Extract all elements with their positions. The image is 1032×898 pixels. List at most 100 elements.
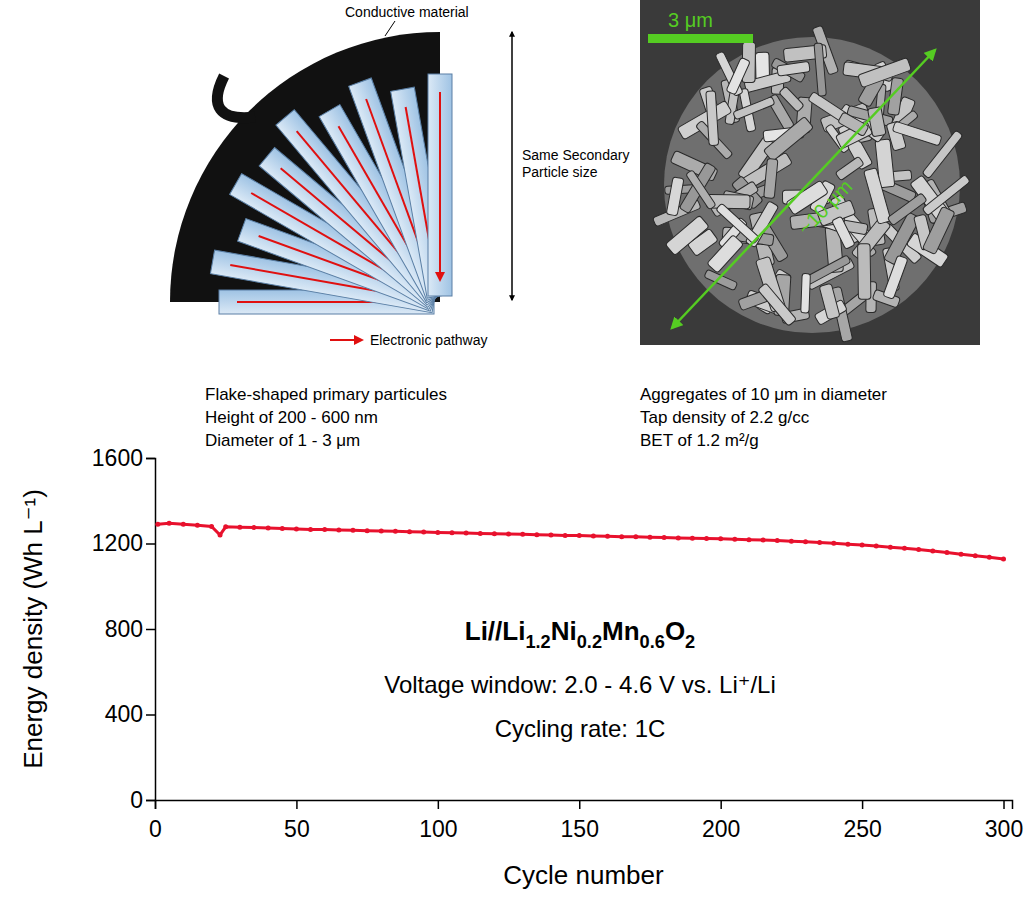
pathway-key (330, 339, 362, 341)
tick: 300 (985, 800, 1023, 842)
sem-flake (763, 117, 813, 162)
data-point (379, 529, 384, 534)
tick-mark (146, 800, 155, 802)
data-point (350, 528, 355, 533)
data-point (421, 529, 426, 534)
data-point (266, 526, 271, 531)
data-point (775, 538, 780, 543)
data-point (633, 534, 638, 539)
sem-flake (858, 244, 871, 300)
sem-flake (801, 273, 811, 313)
sem-flake (726, 57, 750, 95)
caption: Diameter of 1 - 3 μm (205, 431, 360, 450)
axis-line (146, 459, 156, 801)
sem-flake (864, 168, 891, 225)
sem-flake (665, 215, 709, 255)
data-point (746, 537, 751, 542)
caption: BET of 1.2 m²/g (640, 431, 759, 450)
captions: Flake-shaped primary particulesHeight of… (205, 385, 887, 450)
tick-label: 150 (561, 816, 599, 842)
sem-image (640, 0, 980, 345)
data-point (916, 547, 921, 552)
tick-mark (296, 800, 298, 809)
tick: 150 (561, 800, 599, 842)
data-point (365, 528, 370, 533)
data-point (308, 527, 313, 532)
sem-flake (819, 283, 840, 319)
sem-flake (686, 170, 716, 210)
size-arrow (511, 32, 513, 300)
size-label: Same SecondaryParticle size (522, 147, 629, 180)
data-point (506, 532, 511, 537)
sem-flake (883, 255, 908, 299)
data-point (845, 542, 850, 547)
data-point (548, 532, 553, 537)
data-point (789, 539, 794, 544)
sem-flake (733, 97, 775, 120)
data-point (336, 528, 341, 533)
tick-mark (146, 629, 155, 631)
y-axis: 040080012001600 (92, 445, 156, 813)
diameter-arrow (672, 50, 935, 328)
flake-body (428, 74, 452, 296)
data-point (520, 532, 525, 537)
scale-bar (648, 34, 753, 43)
data-point (817, 540, 822, 545)
data-point (195, 523, 200, 528)
tick-label: 200 (702, 816, 740, 842)
data-point (831, 541, 836, 546)
sem-flake (814, 43, 826, 96)
data-point (959, 552, 964, 557)
sem-flake (832, 216, 855, 249)
x-axis-title: Cycle number (503, 860, 664, 890)
data-point (860, 542, 865, 547)
caption: Aggregates of 10 μm in diameter (640, 385, 887, 404)
data-point (676, 535, 681, 540)
data-point (761, 538, 766, 543)
tick-label: 300 (985, 816, 1023, 842)
tick-label: 0 (149, 816, 162, 842)
tick-mark (720, 800, 722, 809)
tick-label: 100 (419, 816, 457, 842)
electron-arrow (439, 92, 441, 280)
sem-flake (707, 235, 744, 273)
primary-flake (428, 74, 452, 296)
data-point (181, 522, 186, 527)
tick-mark (146, 458, 155, 460)
leader-line (385, 21, 395, 36)
sem-flake (716, 203, 760, 244)
data-point (237, 525, 242, 530)
data-point (280, 526, 285, 531)
data-point (987, 555, 992, 560)
data-point (577, 533, 582, 538)
data-point (478, 531, 483, 536)
tick: 1200 (92, 530, 155, 556)
data-point (662, 535, 667, 540)
data-point (704, 536, 709, 541)
sem-flake (887, 193, 927, 226)
tick: 400 (105, 701, 155, 727)
data-point (605, 534, 610, 539)
data-line (158, 523, 1004, 559)
data-point (647, 535, 652, 540)
sem-flake (666, 177, 684, 216)
diameter-label: ~10 μm (794, 175, 857, 239)
tick: 100 (419, 800, 457, 842)
data-point (718, 536, 723, 541)
data-point (1001, 556, 1006, 561)
data-point (874, 544, 879, 549)
data-point (803, 539, 808, 544)
data-point (888, 545, 893, 550)
conductive-label: Conductive material (345, 4, 469, 20)
y-axis-title: Energy density (Wh L⁻¹) (18, 489, 48, 769)
tick-label: 1600 (92, 445, 143, 471)
tick: 1600 (92, 445, 155, 471)
sem-flake (679, 162, 716, 213)
tick: 200 (702, 800, 740, 842)
sem-flake (892, 121, 942, 146)
caption: Tap density of 2.2 g/cc (640, 408, 810, 427)
tick-mark (1003, 800, 1005, 809)
sem-background (640, 0, 980, 345)
data-point (534, 532, 539, 537)
figure: Conductive material Same SecondaryParticl… (0, 0, 1032, 898)
